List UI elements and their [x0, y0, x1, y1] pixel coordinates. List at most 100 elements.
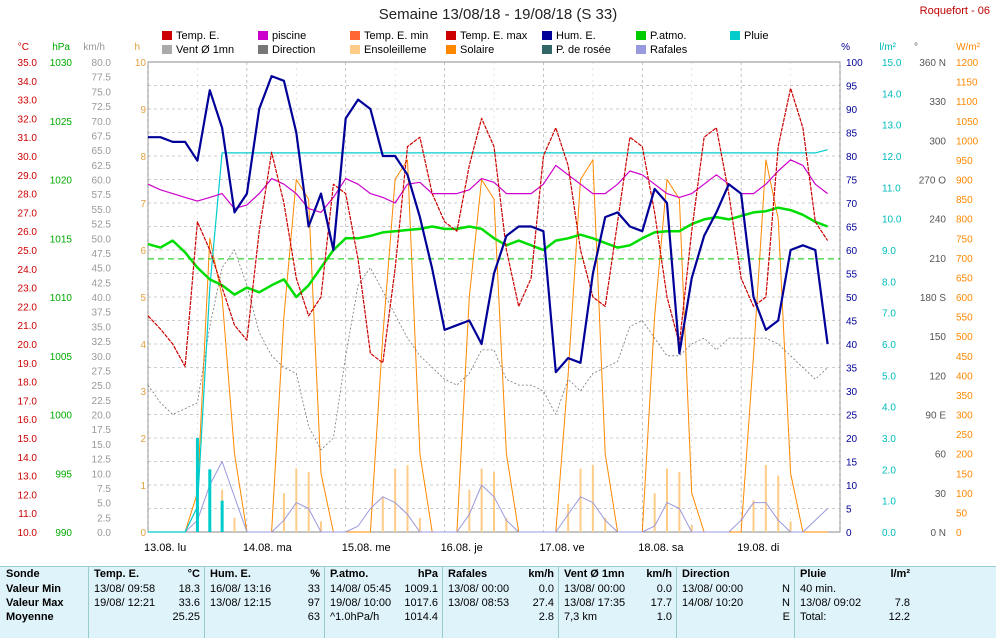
legend-label: Pluie — [744, 30, 769, 42]
stats-cell: 97 — [307, 597, 320, 609]
legend-label: Temp. E. min — [364, 30, 429, 42]
press-tick-label: 995 — [55, 469, 72, 480]
press-tick-label: 1015 — [50, 234, 73, 245]
legend-item: Temp. E. max — [446, 30, 527, 42]
press-tick-label: 1020 — [50, 176, 73, 187]
stats-column: Hum. E.% 16/08/ 13:16 33 13/08/ 12:15 97 63 — [206, 567, 324, 638]
temp-tick-label: 11.0 — [18, 509, 37, 520]
stats-row: 13/08/ 12:15 97 — [206, 596, 324, 610]
wind-tick-label: 80.0 — [92, 58, 112, 69]
stats-row: 14/08/ 05:45 1009.1 — [326, 582, 442, 596]
temp-tick-label: 20.0 — [18, 340, 38, 351]
day-label: 13.08. lu — [144, 542, 186, 554]
temp-tick-label: 25.0 — [18, 246, 38, 257]
temp-tick-label: 24.0 — [18, 265, 38, 276]
stats-header-cell: km/h — [528, 568, 554, 580]
solar-tick-label: 700 — [956, 254, 973, 265]
hum-tick-label: 50 — [846, 293, 858, 304]
stats-row: Valeur Min — [2, 582, 88, 596]
stats-row: 13/08/ 00:00 0.0 — [560, 582, 676, 596]
wind-tick-label: 37.5 — [92, 308, 112, 319]
stats-cell: 0.0 — [656, 583, 672, 595]
stats-separator — [558, 567, 559, 638]
rain-tick-label: 3.0 — [882, 434, 896, 445]
stats-cell: 27.4 — [532, 597, 554, 609]
dir-tick-label: 0 N — [930, 528, 946, 539]
stats-cell: 1009.1 — [404, 583, 438, 595]
hum-tick-label: 60 — [846, 246, 858, 257]
stats-row: 13/08/ 00:00 N — [678, 582, 794, 596]
stats-column: Direction 13/08/ 00:00 N 14/08/ 10:20 N E — [678, 567, 794, 638]
stats-cell: 19/08/ 10:00 — [330, 597, 392, 609]
solar-tick-label: 600 — [956, 293, 973, 304]
wind-tick-label: 65.0 — [92, 146, 112, 157]
legend-item: Solaire — [446, 44, 494, 56]
stats-cell: 13/08/ 08:53 — [448, 597, 510, 609]
temp-tick-label: 32.0 — [18, 114, 38, 125]
stats-row: 63 — [206, 610, 324, 624]
solar-unit: W/m² — [956, 42, 981, 53]
rain-tick-label: 6.0 — [882, 340, 896, 351]
hum-tick-label: 40 — [846, 340, 858, 351]
legend-label: Temp. E. — [176, 30, 220, 42]
press-tick-label: 1005 — [50, 352, 73, 363]
wind-tick-label: 35.0 — [92, 322, 112, 333]
hum-unit: % — [841, 42, 850, 53]
stats-separator — [324, 567, 325, 638]
legend-item: Direction — [258, 44, 315, 56]
wind-tick-label: 25.0 — [92, 381, 112, 392]
sun-tick-label: 3 — [140, 387, 146, 398]
solar-tick-label: 150 — [956, 469, 973, 480]
stats-cell: Total: — [800, 611, 827, 623]
solar-tick-label: 1100 — [956, 97, 978, 108]
legend-item: Vent Ø 1mn — [162, 44, 234, 56]
temp-tick-label: 16.0 — [18, 415, 38, 426]
wind-tick-label: 7.5 — [97, 484, 111, 495]
solar-tick-label: 500 — [956, 332, 973, 343]
hum-tick-label: 25 — [846, 411, 858, 422]
wind-line — [147, 249, 828, 451]
temp-tick-label: 12.0 — [18, 490, 38, 501]
sun-tick-label: 9 — [140, 105, 146, 116]
dir-tick-label: 180 S — [920, 293, 946, 304]
rain-tick-label: 0.0 — [882, 528, 896, 539]
sun-tick-label: 2 — [140, 434, 146, 445]
stats-cell: 13/08/ 00:00 — [448, 583, 510, 595]
hum-tick-label: 95 — [846, 82, 858, 93]
legend-swatch — [730, 31, 740, 40]
hum-tick-label: 55 — [846, 270, 858, 281]
rain-tick-label: 4.0 — [882, 403, 896, 414]
hum-tick-label: 10 — [846, 481, 858, 492]
temp-tick-label: 27.0 — [18, 208, 38, 219]
hum-tick-label: 45 — [846, 317, 858, 328]
stats-cell: 13/08/ 09:58 — [94, 583, 156, 595]
stats-cell: 7,3 km — [564, 611, 598, 623]
stats-column: Rafales km/h 13/08/ 00:00 0.0 13/08/ 08:53 27… — [444, 567, 558, 638]
sun-tick-label: 7 — [140, 199, 146, 210]
rain-tick-label: 11.0 — [882, 183, 901, 194]
hum-tick-label: 35 — [846, 364, 858, 375]
legend-item: Pluie — [730, 30, 768, 42]
stats-header-cell: Sonde — [6, 568, 40, 580]
rain-tick-label: 5.0 — [882, 371, 896, 382]
dir-tick-label: 240 — [929, 215, 946, 226]
wind-tick-label: 2.5 — [97, 513, 111, 524]
stats-header-cell: P.atmo. — [330, 568, 369, 580]
temp-unit: °C — [18, 42, 29, 53]
stats-separator — [794, 567, 795, 638]
stats-row: 16/08/ 13:16 33 — [206, 582, 324, 596]
wind-tick-label: 45.0 — [92, 264, 112, 275]
legend-swatch — [350, 45, 360, 54]
temp-tick-label: 10.0 — [18, 528, 38, 539]
press-tick-label: 1010 — [50, 293, 73, 304]
stats-cell: 13/08/ 00:00 — [682, 583, 744, 595]
wind-tick-label: 42.5 — [92, 278, 112, 289]
legend-label: Direction — [272, 44, 316, 56]
stats-cell: 13/08/ 17:35 — [564, 597, 626, 609]
day-label: 18.08. sa — [638, 542, 684, 554]
solar-tick-label: 100 — [956, 489, 973, 500]
rain-tick-label: 1.0 — [882, 497, 896, 508]
stats-header-cell: hPa — [417, 568, 438, 580]
wind-tick-label: 57.5 — [92, 190, 112, 201]
stats-cell: 2.8 — [538, 611, 554, 623]
